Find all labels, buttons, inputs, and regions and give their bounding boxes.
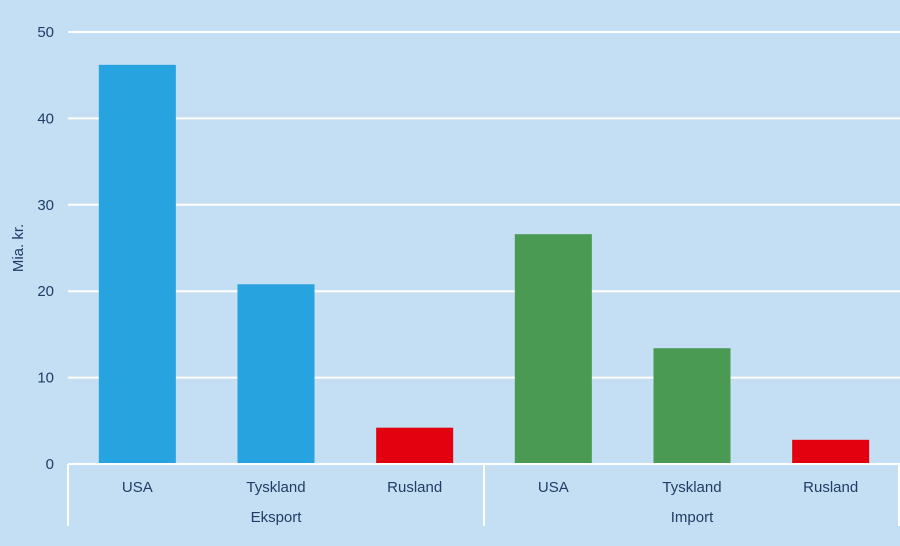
category-label: USA: [122, 479, 153, 496]
bar: [237, 284, 315, 464]
category-label: USA: [538, 479, 569, 496]
category-label: Rusland: [387, 479, 442, 496]
bar: [98, 64, 176, 464]
y-axis-ticks: 0 10 20 30 40 50: [37, 24, 54, 473]
gridlines: [68, 31, 900, 379]
y-tick-label: 50: [37, 24, 54, 41]
y-tick-label: 40: [37, 110, 54, 127]
category-label: Rusland: [803, 479, 858, 496]
y-tick-label: 10: [37, 370, 54, 387]
bar: [653, 348, 731, 464]
y-tick-label: 30: [37, 197, 54, 214]
category-label: Tyskland: [246, 479, 305, 496]
x-axis: USA Tyskland Rusland USA Tyskland Rusland Eksp…: [67, 463, 900, 526]
bars: [98, 64, 870, 464]
bar: [376, 427, 454, 464]
y-axis-label: Mia. kr.: [10, 224, 27, 272]
group-label: Eksport: [251, 509, 303, 526]
y-tick-label: 0: [46, 456, 54, 473]
bar: [792, 439, 870, 464]
group-label: Import: [671, 509, 714, 526]
category-label: Tyskland: [662, 479, 721, 496]
bar: [514, 234, 592, 464]
y-tick-label: 20: [37, 283, 54, 300]
